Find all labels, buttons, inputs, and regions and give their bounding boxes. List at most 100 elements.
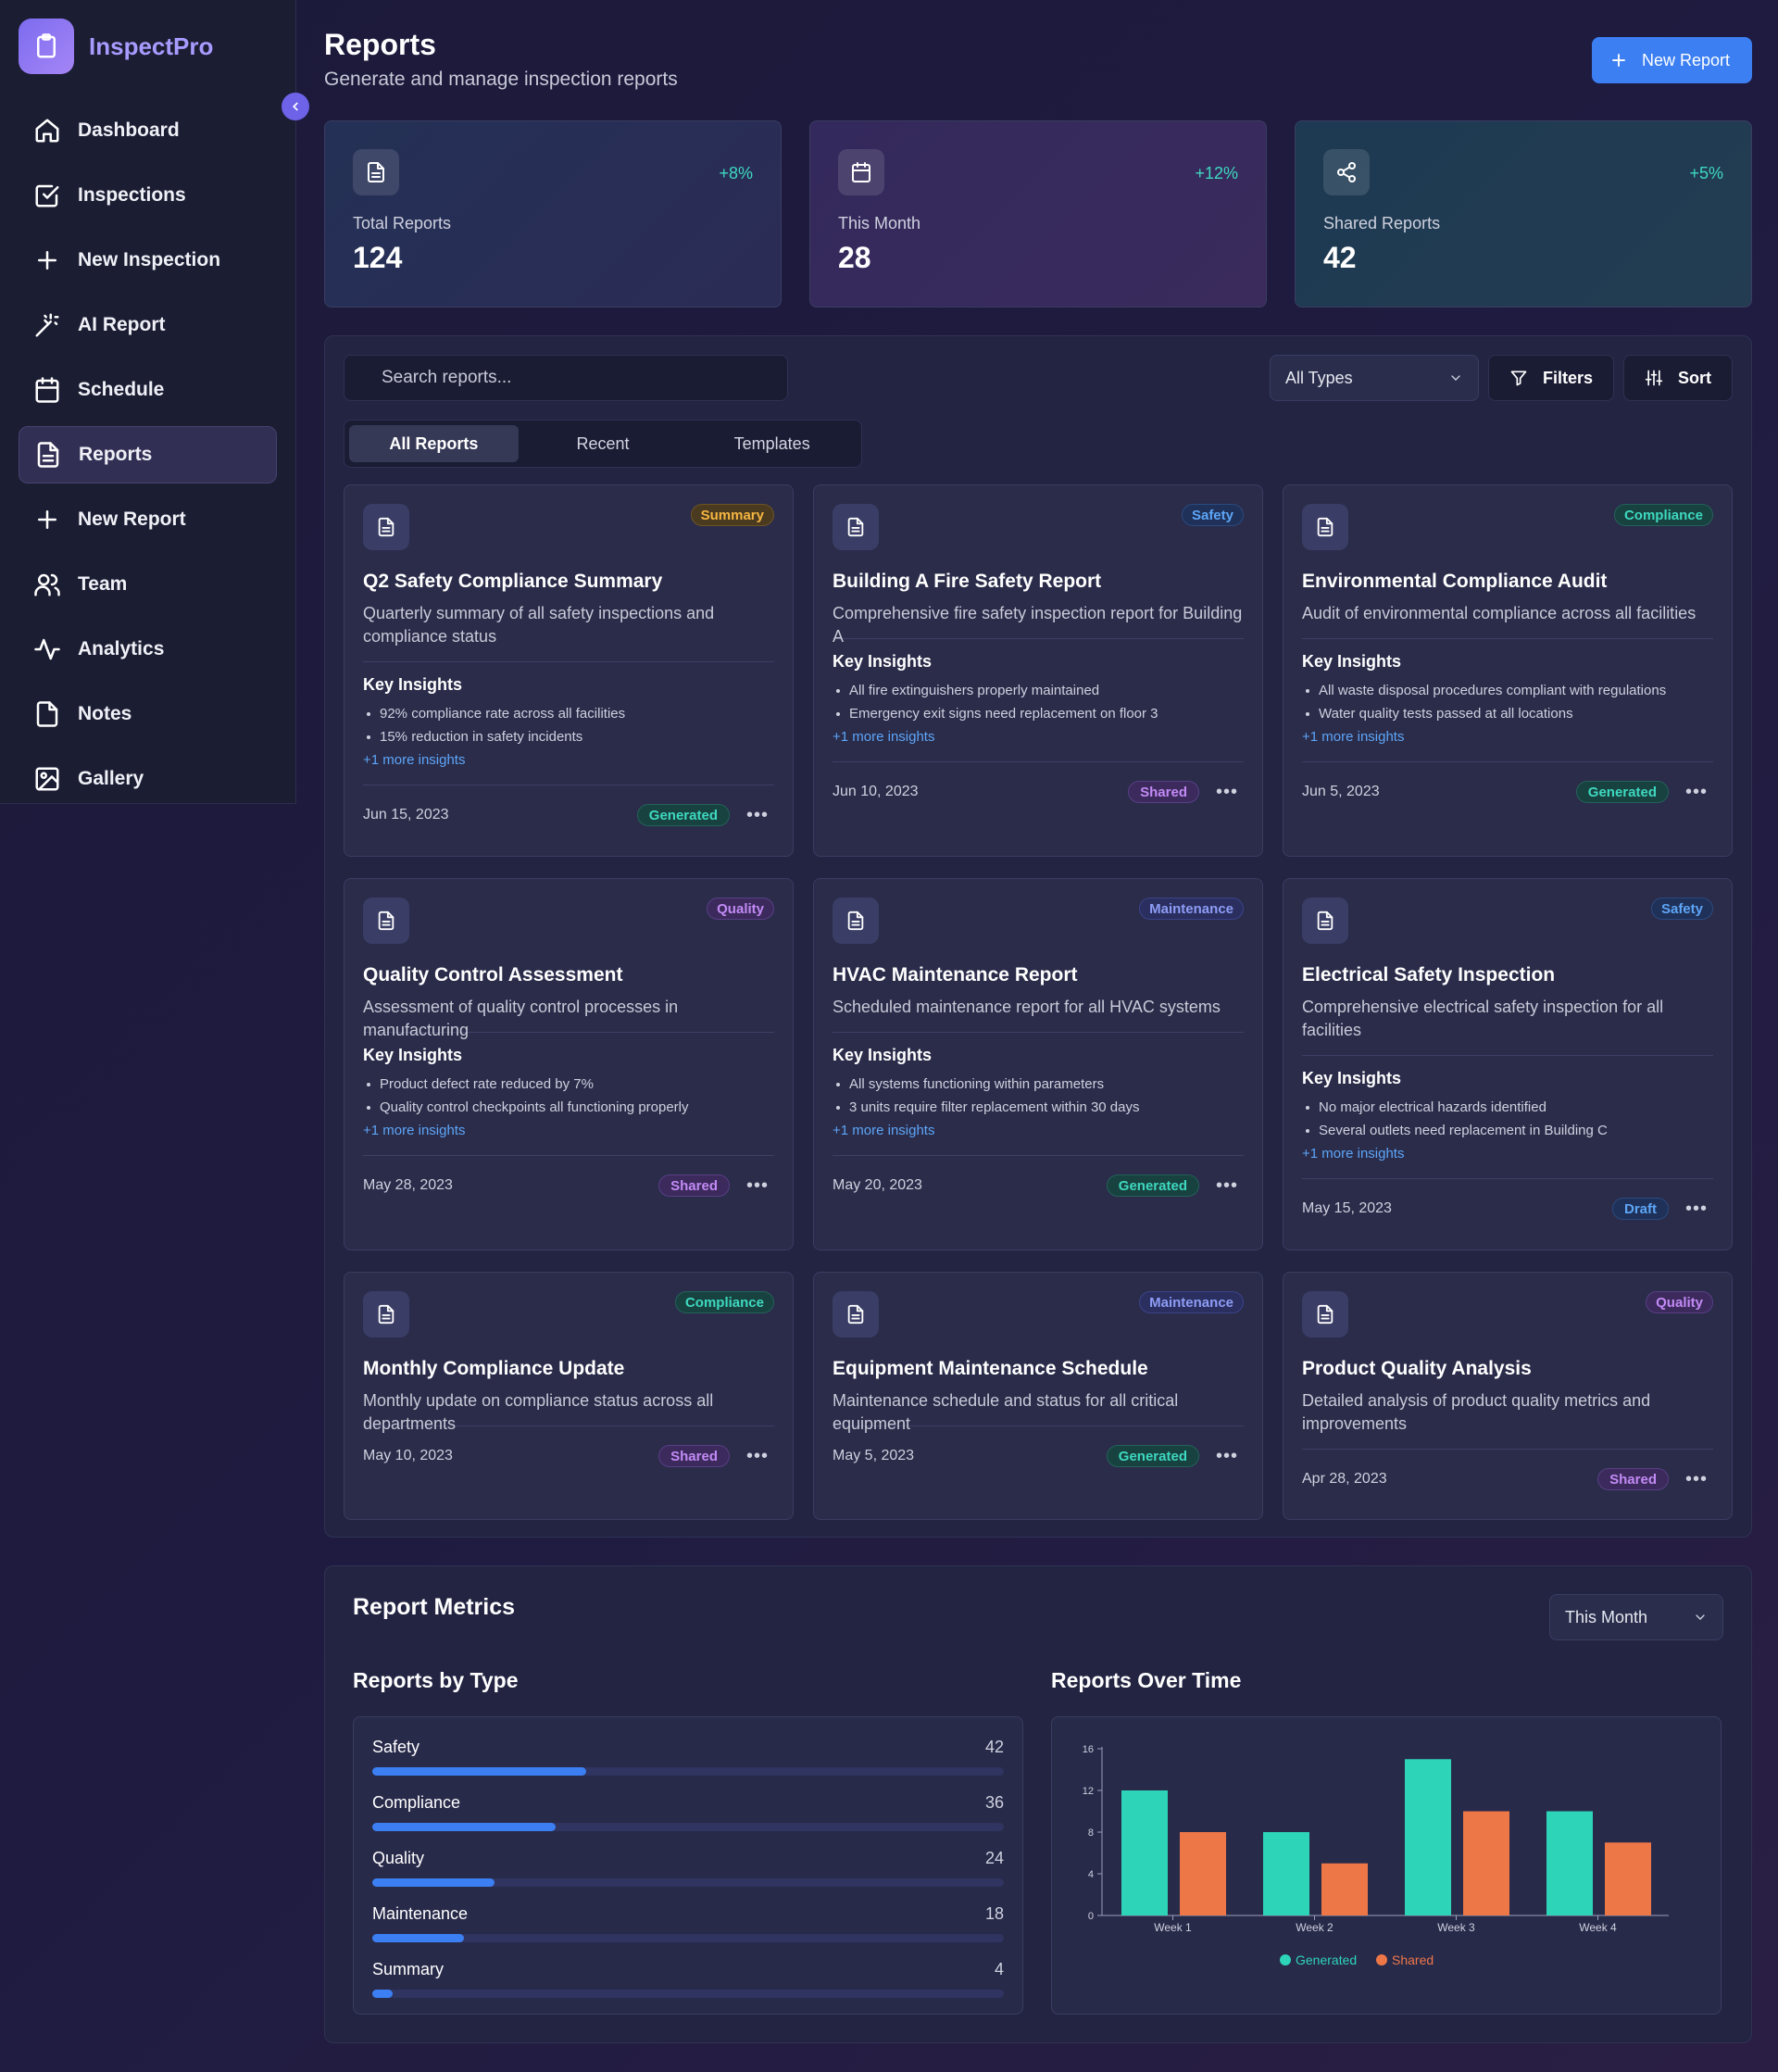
- more-options-icon[interactable]: •••: [745, 1174, 769, 1196]
- more-insights-link[interactable]: +1 more insights: [363, 1123, 466, 1138]
- report-card[interactable]: Maintenance HVAC Maintenance Report Sche…: [813, 878, 1263, 1250]
- type-count: 4: [994, 1960, 1004, 1978]
- report-title[interactable]: Building A Fire Safety Report: [833, 571, 1102, 592]
- more-options-icon[interactable]: •••: [1684, 1198, 1708, 1219]
- insight-item: Water quality tests passed at all locati…: [1302, 702, 1713, 725]
- sidebar-item-reports[interactable]: Reports: [19, 426, 277, 483]
- sidebar-item-label: Team: [78, 573, 128, 595]
- y-tick-label: 0: [1088, 1911, 1094, 1922]
- stat-card-total-reports[interactable]: +8% Total Reports 124: [324, 120, 782, 308]
- search-input[interactable]: [344, 355, 788, 401]
- report-title[interactable]: Monthly Compliance Update: [363, 1358, 625, 1379]
- sidebar-item-label: New Inspection: [78, 249, 221, 270]
- more-options-icon[interactable]: •••: [745, 1445, 769, 1466]
- new-report-label: New Report: [1641, 50, 1730, 69]
- period-select[interactable]: This Month: [1549, 1594, 1723, 1640]
- collapse-sidebar-button[interactable]: [282, 93, 309, 120]
- sidebar-item-new-inspection[interactable]: New Inspection: [19, 232, 277, 289]
- divider: [1302, 638, 1713, 639]
- report-title[interactable]: Quality Control Assessment: [363, 964, 623, 986]
- more-options-icon[interactable]: •••: [1684, 781, 1708, 802]
- bar-shared: [1321, 1863, 1368, 1915]
- report-title[interactable]: Environmental Compliance Audit: [1302, 571, 1608, 592]
- bar-generated: [1263, 1832, 1309, 1915]
- sidebar-item-label: Notes: [78, 703, 132, 724]
- report-title[interactable]: Equipment Maintenance Schedule: [833, 1358, 1148, 1379]
- sidebar-item-label: New Report: [78, 509, 186, 530]
- report-title[interactable]: Electrical Safety Inspection: [1302, 964, 1556, 986]
- chevron-down-icon: [1451, 375, 1460, 381]
- stat-card-shared-reports[interactable]: +5% Shared Reports 42: [1295, 120, 1752, 308]
- document-icon: [833, 898, 879, 944]
- category-badge: Quality: [1646, 1291, 1713, 1313]
- status-badge: Shared: [1128, 781, 1199, 803]
- insight-item: Emergency exit signs need replacement on…: [833, 702, 1244, 725]
- type-select[interactable]: All Types: [1269, 355, 1479, 401]
- sidebar-item-ai-report[interactable]: AI Report: [19, 296, 277, 354]
- report-date: May 5, 2023: [833, 1448, 915, 1463]
- stat-card-this-month[interactable]: +12% This Month 28: [809, 120, 1267, 308]
- report-title[interactable]: HVAC Maintenance Report: [833, 964, 1078, 986]
- sidebar-item-inspections[interactable]: Inspections: [19, 167, 277, 224]
- sidebar-item-new-report[interactable]: New Report: [19, 491, 277, 548]
- sidebar-item-dashboard[interactable]: Dashboard: [19, 102, 277, 159]
- stat-label: Shared Reports: [1323, 214, 1441, 232]
- report-card[interactable]: Quality Product Quality Analysis Detaile…: [1283, 1272, 1733, 1520]
- insight-item: 15% reduction in safety incidents: [363, 725, 774, 748]
- bar-shared: [1463, 1811, 1509, 1915]
- filters-label: Filters: [1542, 368, 1593, 387]
- report-title[interactable]: Product Quality Analysis: [1302, 1358, 1532, 1379]
- category-badge: Quality: [707, 898, 774, 920]
- type-label: Safety: [372, 1738, 420, 1756]
- sort-button[interactable]: Sort: [1623, 355, 1733, 401]
- report-title[interactable]: Q2 Safety Compliance Summary: [363, 571, 663, 592]
- more-insights-link[interactable]: +1 more insights: [1302, 1146, 1405, 1162]
- page-title: Reports: [324, 28, 436, 61]
- tab-recent[interactable]: Recent: [576, 433, 630, 453]
- reports-by-type-title: Reports by Type: [353, 1668, 519, 1692]
- more-options-icon[interactable]: •••: [1215, 1445, 1238, 1466]
- bar-shared: [1605, 1842, 1651, 1915]
- more-options-icon[interactable]: •••: [745, 804, 769, 825]
- bar-generated: [1546, 1811, 1593, 1915]
- more-options-icon[interactable]: •••: [1684, 1468, 1708, 1489]
- filters-button[interactable]: Filters: [1487, 355, 1614, 401]
- document-icon: [1302, 898, 1348, 944]
- more-insights-link[interactable]: +1 more insights: [1302, 729, 1405, 745]
- insight-item: Quality control checkpoints all function…: [363, 1096, 774, 1119]
- more-insights-link[interactable]: +1 more insights: [363, 752, 466, 768]
- sidebar-item-analytics[interactable]: Analytics: [19, 621, 277, 678]
- report-card[interactable]: Maintenance Equipment Maintenance Schedu…: [813, 1272, 1263, 1520]
- more-options-icon[interactable]: •••: [1215, 1174, 1238, 1196]
- report-card[interactable]: Quality Quality Control Assessment Asses…: [344, 878, 794, 1250]
- tab-all-reports[interactable]: All Reports: [349, 425, 519, 462]
- divider: [1302, 761, 1713, 762]
- sidebar-item-gallery[interactable]: Gallery: [19, 750, 277, 808]
- insight-item: 3 units require filter replacement withi…: [833, 1096, 1244, 1119]
- card-footer: Jun 15, 2023 Generated •••: [363, 798, 774, 832]
- card-footer: Apr 28, 2023 Shared •••: [1302, 1463, 1713, 1496]
- brand[interactable]: InspectPro: [19, 19, 277, 74]
- sidebar-item-schedule[interactable]: Schedule: [19, 361, 277, 419]
- sidebar-item-team[interactable]: Team: [19, 556, 277, 613]
- report-card[interactable]: Safety Building A Fire Safety Report Com…: [813, 484, 1263, 857]
- insight-item: All systems functioning within parameter…: [833, 1073, 1244, 1096]
- report-card[interactable]: Compliance Monthly Compliance Update Mon…: [344, 1272, 794, 1520]
- report-card[interactable]: Safety Electrical Safety Inspection Comp…: [1283, 878, 1733, 1250]
- report-card[interactable]: Summary Q2 Safety Compliance Summary Qua…: [344, 484, 794, 857]
- y-tick-label: 4: [1088, 1869, 1094, 1880]
- new-report-button[interactable]: New Report: [1591, 37, 1752, 83]
- type-progress-track: [372, 1878, 1004, 1887]
- stat-change: +8%: [719, 164, 753, 182]
- key-insights-heading: Key Insights: [363, 1046, 463, 1064]
- more-options-icon[interactable]: •••: [1215, 781, 1238, 802]
- tab-templates[interactable]: Templates: [733, 433, 810, 453]
- more-insights-link[interactable]: +1 more insights: [833, 729, 935, 745]
- calendar-icon: [35, 377, 59, 403]
- divider: [1302, 1055, 1713, 1056]
- document-icon: [363, 898, 409, 944]
- type-count: 36: [984, 1793, 1004, 1812]
- sidebar-item-notes[interactable]: Notes: [19, 685, 277, 743]
- report-card[interactable]: Compliance Environmental Compliance Audi…: [1283, 484, 1733, 857]
- more-insights-link[interactable]: +1 more insights: [833, 1123, 935, 1138]
